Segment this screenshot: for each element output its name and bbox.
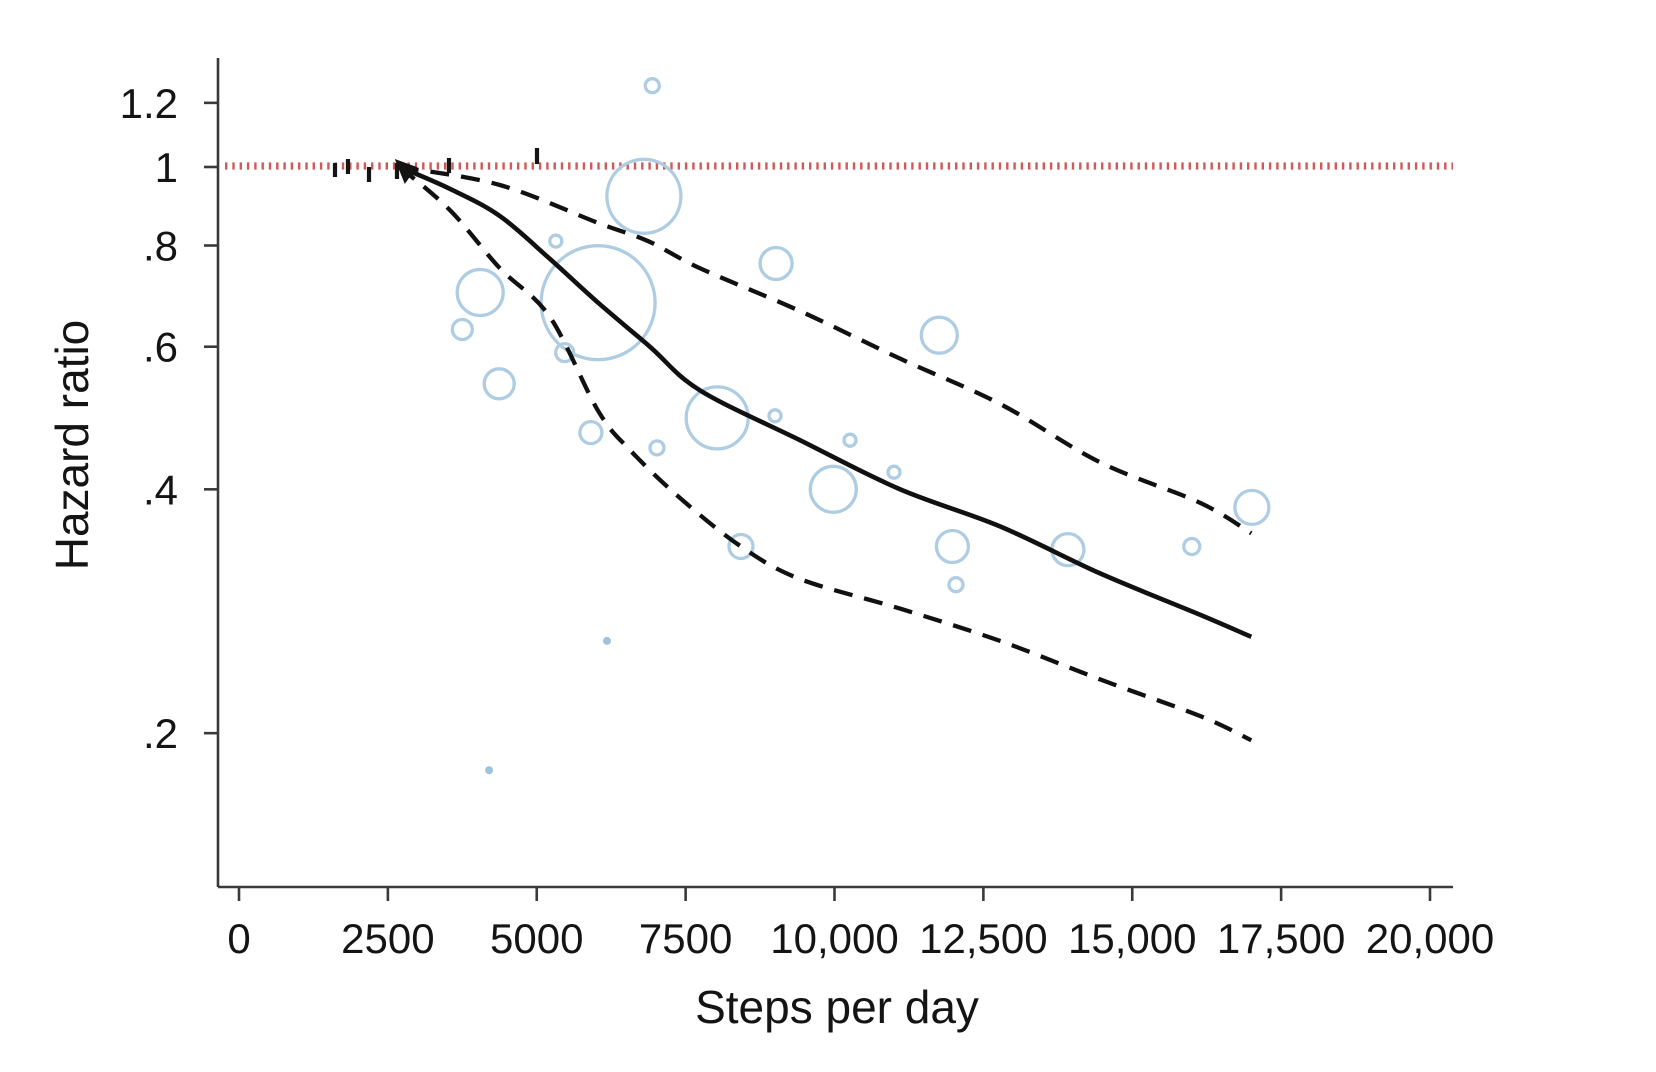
- x-tick-label: 20,000: [1366, 915, 1494, 962]
- study-bubble-small: [603, 636, 611, 645]
- y-tick-label: .8: [143, 222, 178, 269]
- study-bubble: [947, 576, 965, 594]
- study-bubble: [605, 157, 683, 235]
- x-tick-label: 17,500: [1217, 915, 1345, 962]
- y-tick-label: 1: [155, 144, 178, 191]
- study-bubble-small: [485, 766, 494, 775]
- study-bubble: [548, 233, 564, 249]
- study-bubble: [842, 432, 858, 448]
- study-bubble: [934, 528, 971, 565]
- study-bubble: [450, 317, 474, 342]
- study-bubble: [648, 439, 666, 457]
- study-bubble: [1233, 488, 1271, 527]
- x-axis-title: Steps per day: [695, 981, 979, 1033]
- y-tick-label: .6: [143, 324, 178, 371]
- curve-ci_upper: [399, 164, 1253, 536]
- x-tick-label: 12,500: [919, 915, 1047, 962]
- study-bubble: [684, 385, 750, 451]
- study-bubble: [1182, 536, 1202, 557]
- study-bubble: [455, 267, 505, 318]
- x-tick-label: 2500: [341, 915, 434, 962]
- study-bubble: [808, 464, 858, 514]
- x-tick-label: 15,000: [1068, 915, 1196, 962]
- x-tick-label: 0: [227, 915, 250, 962]
- study-bubble: [727, 532, 755, 561]
- x-tick-label: 7500: [639, 915, 732, 962]
- study-bubble: [482, 367, 516, 401]
- y-tick-label: .2: [143, 710, 178, 757]
- y-axis-title: Hazard ratio: [46, 319, 98, 571]
- x-tick-label: 10,000: [770, 915, 898, 962]
- study-bubble: [767, 408, 783, 424]
- study-bubble: [554, 341, 576, 364]
- curve-origin-knot: [394, 159, 417, 184]
- study-bubble: [643, 77, 661, 95]
- study-bubble: [758, 245, 794, 282]
- study-bubble: [578, 419, 604, 446]
- study-bubble: [886, 464, 902, 480]
- y-tick-label: .4: [143, 466, 178, 513]
- curve-hazard_ratio_spline: [398, 164, 1253, 639]
- y-tick-label: 1.2: [120, 80, 178, 127]
- x-tick-label: 5000: [490, 915, 583, 962]
- curve-ci_lower: [398, 165, 1253, 743]
- study-bubble: [919, 315, 959, 355]
